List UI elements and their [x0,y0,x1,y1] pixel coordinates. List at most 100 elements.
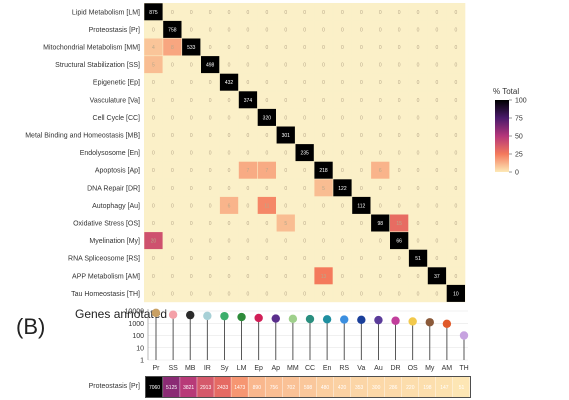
strip-cell-label: 702 [287,385,296,391]
lollipop-point [271,314,280,323]
heatmap-cell-label: 0 [417,274,420,280]
strip-cell [418,377,436,397]
heatmap-cell-label: 0 [341,151,344,157]
heatmap-cell-label: 0 [379,80,382,86]
strip-cell-label: 7060 [149,385,160,391]
heatmap-cell-label: 0 [171,133,174,139]
heatmap-cell [295,108,314,126]
heatmap-cell-label: 0 [360,45,363,51]
heatmap-cell-label: 0 [265,98,268,104]
heatmap-cell [257,196,276,214]
heatmap-cell-label: 0 [341,63,344,69]
heatmap-cell [219,38,239,56]
heatmap-cell-label: 0 [228,256,231,262]
panel-b-grid [147,309,468,361]
heatmap-cell-label: 0 [341,239,344,245]
heatmap-cell [238,214,258,232]
heatmap-cell [314,3,333,21]
heatmap-cell-label: 0 [303,203,306,209]
heatmap-cell [276,73,295,91]
heatmap-cell [219,91,239,109]
heatmap-cell [295,161,314,179]
heatmap-cell [238,126,258,144]
heatmap-cell-label: 8 [171,45,174,51]
heatmap-cell [390,161,409,179]
heatmap-cell [238,179,258,197]
heatmap-cell [257,179,276,197]
heatmap-cell [427,38,447,56]
heatmap-row-labels: Lipid Metabolism [LM] Proteostasis [Pr] Mi… [25,9,140,298]
heatmap-cell [295,126,314,144]
heatmap-diagonal-cell [371,214,390,232]
heatmap-cell-label: 0 [454,63,457,69]
panel-b-x-label: OS [408,365,418,372]
strip-cell-label: 300 [372,385,381,391]
heatmap-cell [163,214,182,232]
heatmap-cell-label: 0 [398,80,401,86]
strip-cell [333,377,351,397]
heatmap-cell [201,214,220,232]
heatmap-cell-label: 0 [190,221,193,227]
heatmap-diagonal-cell [144,3,163,21]
heatmap-cell [446,267,465,285]
heatmap-cell [182,232,201,250]
heatmap-cell-label: 0 [379,186,382,192]
heatmap-cell-label: 0 [360,221,363,227]
heatmap-cell-label: 0 [171,115,174,121]
heatmap-cell [371,179,390,197]
heatmap-cell-label: 0 [417,115,420,121]
panel-b-x-label: MB [185,365,196,372]
heatmap-cell [333,56,352,74]
heatmap-cell [352,267,371,285]
heatmap-cell [371,56,390,74]
heatmap-cell [446,196,465,214]
heatmap-cell [314,20,333,38]
heatmap-cell [295,20,314,38]
heatmap-cell [163,73,182,91]
heatmap-cell-label: 0 [436,256,439,262]
heatmap-cell-label: 0 [284,203,287,209]
heatmap-cell-label: 0 [265,10,268,16]
heatmap-cell-label: 0 [303,27,306,33]
heatmap-cell [163,196,182,214]
heatmap-cell-label: 0 [303,168,306,174]
heatmap-cell-label: 0 [303,115,306,121]
heatmap-cell [276,161,295,179]
heatmap-cell-label: 0 [152,151,155,157]
heatmap-row-label: Myelination [My] [89,238,140,245]
strip-cell-label: 420 [338,385,347,391]
heatmap-diagonal-cell [219,73,239,91]
heatmap-cell [163,232,182,250]
heatmap-cell-label: 0 [454,203,457,209]
heatmap-cell [408,179,428,197]
heatmap-cell [352,56,371,74]
heatmap-cell [219,284,239,302]
heatmap-cell-label: 0 [265,45,268,51]
strip-cell [248,377,265,397]
lollipop-point [442,319,452,329]
heatmap-cell [201,249,220,267]
heatmap-cell-label: 0 [209,45,212,51]
heatmap-cell [219,196,239,214]
heatmap-panel: Lipid Metabolism [LM] Proteostasis [Pr] Mi… [25,3,466,303]
heatmap-cell [314,126,333,144]
strip-cell-label: 51 [459,385,465,391]
heatmap-cell-label: 0 [454,10,457,16]
heatmap-diagonal-cell [446,284,465,302]
heatmap-cell [219,56,239,74]
heatmap-cell [144,91,163,109]
heatmap-cell [257,232,276,250]
heatmap-cell [238,144,258,162]
heatmap-cell-label: 0 [398,256,401,262]
heatmap-diagonal-cell [352,196,371,214]
heatmap-cell-label: 0 [398,10,401,16]
heatmap-diagonal-label: 875 [149,10,158,16]
panel-b-x-label: Sy [220,365,229,372]
heatmap-cell [427,3,447,21]
heatmap-cell [314,179,333,197]
heatmap-cell-label: 0 [398,151,401,157]
heatmap-diagonal-cell [427,267,447,285]
heatmap-row-label: Metal Binding and Homeostasis [MB] [25,133,140,140]
strip-cell-label: 2913 [200,385,211,391]
heatmap-cell [182,108,201,126]
